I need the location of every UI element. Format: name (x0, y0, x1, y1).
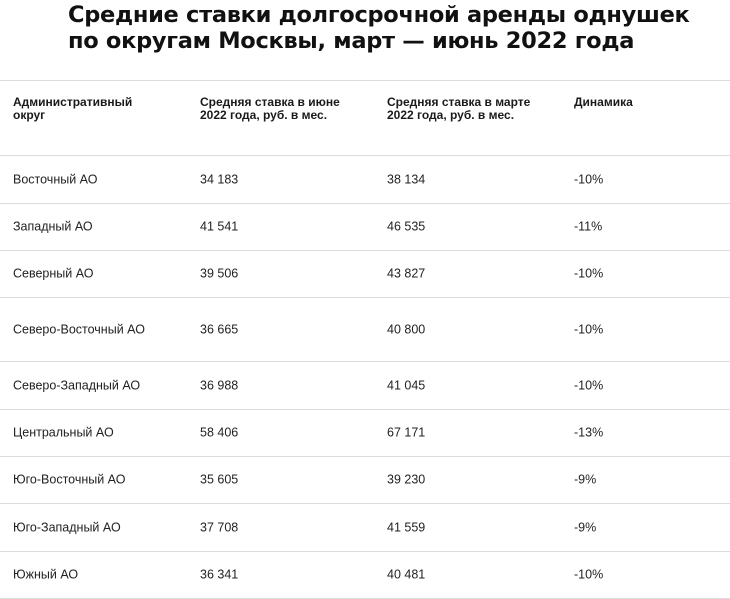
march-rate-cell: 43 827 (387, 266, 426, 281)
table-row: Центральный АО 58 406 67 171 -13% (0, 410, 730, 457)
header-dynamics: Динамика (574, 95, 633, 109)
march-rate-cell: 41 559 (387, 520, 426, 534)
chart-title: Средние ставки долгосрочной аренды однуш… (68, 2, 718, 54)
dynamics-cell: -9% (574, 520, 597, 534)
dynamics-cell: -11% (574, 219, 603, 234)
march-rate-cell: 40 800 (387, 322, 426, 336)
june-rate-cell: 37 708 (200, 520, 239, 534)
table-row: Юго-Западный АО 37 708 41 559 -9% (0, 504, 730, 552)
table-row: Северо-Западный АО 36 988 41 045 -10% (0, 362, 730, 410)
june-rate-cell: 36 341 (200, 567, 239, 582)
dynamics-cell: -10% (574, 266, 604, 281)
rent-table: Административный округ Средняя ставка в … (0, 80, 730, 599)
march-rate-cell: 46 535 (387, 219, 426, 234)
june-rate-cell: 36 665 (200, 322, 239, 336)
district-cell: Северо-Восточный АО (13, 322, 145, 336)
table-row: Юго-Восточный АО 35 605 39 230 -9% (0, 457, 730, 504)
table-row: Южный АО 36 341 40 481 -10% (0, 552, 730, 599)
district-cell: Западный АО (13, 219, 93, 234)
table-body: Восточный АО 34 183 38 134 -10% Западный АО 4… (0, 156, 730, 599)
dynamics-cell: -10% (574, 378, 604, 392)
table-row: Северо-Восточный АО 36 665 40 800 -10% (0, 298, 730, 362)
dynamics-cell: -10% (574, 322, 604, 336)
table-row: Восточный АО 34 183 38 134 -10% (0, 156, 730, 204)
table-row: Северный АО 39 506 43 827 -10% (0, 251, 730, 298)
dynamics-cell: -10% (574, 567, 604, 582)
march-rate-cell: 38 134 (387, 172, 426, 186)
june-rate-cell: 58 406 (200, 425, 239, 440)
header-district: Административный округ (13, 95, 133, 122)
table-row: Западный АО 41 541 46 535 -11% (0, 204, 730, 251)
header-march-rate: Средняя ставка в марте 2022 года, руб. в… (387, 95, 531, 122)
district-cell: Северо-Западный АО (13, 378, 141, 392)
june-rate-cell: 36 988 (200, 378, 239, 392)
district-cell: Восточный АО (13, 172, 98, 186)
chart-title-line-1: Средние ставки долгосрочной аренды однуш… (68, 2, 690, 28)
march-rate-cell: 41 045 (387, 378, 426, 392)
table-header-row: Административный округ Средняя ставка в … (0, 80, 730, 156)
june-rate-cell: 39 506 (200, 266, 239, 281)
march-rate-cell: 67 171 (387, 425, 426, 440)
june-rate-cell: 34 183 (200, 172, 239, 186)
march-rate-cell: 40 481 (387, 567, 426, 582)
district-cell: Юго-Восточный АО (13, 472, 126, 487)
district-cell: Южный АО (13, 567, 79, 582)
dynamics-cell: -13% (574, 425, 604, 440)
dynamics-cell: -9% (574, 472, 597, 487)
june-rate-cell: 41 541 (200, 219, 239, 234)
header-june-rate: Средняя ставка в июне 2022 года, руб. в … (200, 95, 340, 122)
june-rate-cell: 35 605 (200, 472, 239, 487)
district-cell: Юго-Западный АО (13, 520, 121, 534)
district-cell: Центральный АО (13, 425, 114, 440)
dynamics-cell: -10% (574, 172, 604, 186)
district-cell: Северный АО (13, 266, 94, 281)
chart-title-line-2: по округам Москвы, март — июнь 2022 года (68, 28, 635, 54)
march-rate-cell: 39 230 (387, 472, 426, 487)
